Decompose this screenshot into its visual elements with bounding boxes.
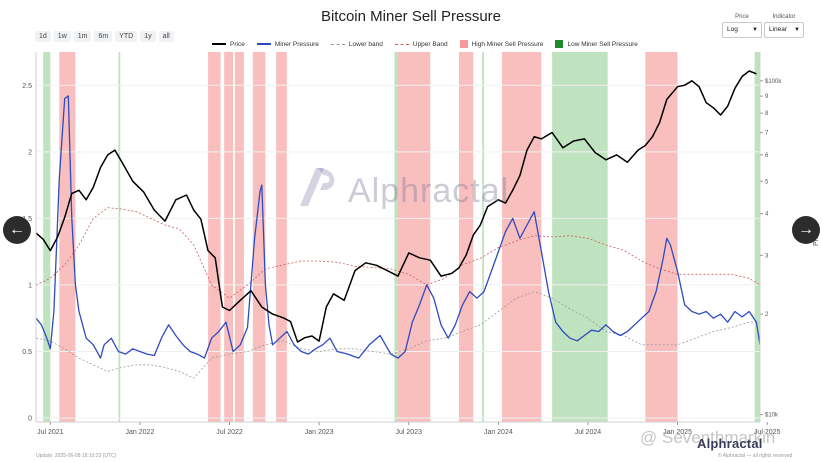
alphractal-logo-icon bbox=[296, 164, 344, 213]
overlay-handle: @ Seventhmarkin bbox=[640, 428, 776, 447]
legend-item-miner-pressure[interactable]: Miner Pressure bbox=[256, 40, 319, 48]
x-tick-label: Jan 2025 bbox=[663, 429, 692, 436]
low-pressure-zone bbox=[394, 52, 398, 422]
high-pressure-zone bbox=[501, 52, 542, 422]
range-1w-button[interactable]: 1w bbox=[53, 31, 71, 42]
indicator-scale-label: Indicator bbox=[772, 14, 796, 20]
high-pressure-zone bbox=[208, 52, 221, 422]
low-pressure-zone bbox=[118, 52, 121, 422]
range-1m-button[interactable]: 1m bbox=[73, 31, 92, 42]
low-pressure-zone bbox=[482, 52, 485, 422]
x-tick-label: Jul 2024 bbox=[575, 429, 602, 436]
x-tick-label: Jul 2022 bbox=[216, 429, 243, 436]
legend-swatch bbox=[555, 40, 564, 48]
x-tick-label: Jul 2025 bbox=[754, 429, 781, 436]
miner-pressure-line bbox=[35, 95, 761, 359]
range-1y-button[interactable]: 1y bbox=[140, 31, 156, 42]
x-tick-label: Jul 2023 bbox=[396, 429, 423, 436]
right-tick-label: 7 bbox=[765, 131, 769, 137]
price-scale-value: Log bbox=[727, 26, 738, 33]
x-tick-label: Jul 2021 bbox=[37, 429, 64, 436]
chart-title: Bitcoin Miner Sell Pressure bbox=[320, 8, 502, 25]
left-tick-label: 1.5 bbox=[22, 216, 32, 223]
price-scale-select[interactable]: Log ▼ bbox=[722, 22, 762, 38]
chevron-down-icon: ▼ bbox=[794, 27, 800, 33]
copyright-text: © Alphractal — all rights reserved bbox=[718, 453, 793, 459]
next-arrow-icon[interactable]: → bbox=[792, 216, 820, 244]
range-all-button[interactable]: all bbox=[158, 31, 174, 42]
chart-legend: Price Miner Pressure Lower band Upper Ba… bbox=[212, 40, 638, 48]
right-tick-label: 6 bbox=[765, 153, 769, 159]
price-scale-label: Price bbox=[735, 14, 749, 20]
range-1d-button[interactable]: 1d bbox=[35, 31, 51, 42]
legend-label: Lower band bbox=[348, 40, 383, 48]
legend-item-lower-band[interactable]: Lower band bbox=[330, 40, 383, 48]
legend-label: Miner Pressure bbox=[274, 40, 319, 48]
update-timestamp: Update: 2025-06-08 18:10:23 (UTC) bbox=[36, 453, 117, 459]
legend-swatch bbox=[212, 43, 226, 45]
indicator-scale-value: Linear bbox=[769, 26, 788, 33]
high-pressure-zone bbox=[398, 52, 431, 422]
high-pressure-zone bbox=[458, 52, 474, 422]
right-tick-label: 5 bbox=[765, 179, 769, 185]
high-pressure-zone bbox=[252, 52, 266, 422]
chevron-down-icon: ▼ bbox=[752, 27, 758, 33]
legend-item-low-pressure[interactable]: Low Miner Sell Pressure bbox=[555, 40, 638, 48]
x-tick-label: Jan 2024 bbox=[484, 429, 513, 436]
brand-logo: Alphractal bbox=[697, 436, 763, 451]
price-scale-control: Price Log ▼ bbox=[722, 14, 762, 38]
legend-swatch bbox=[459, 40, 468, 48]
left-tick-label: 1 bbox=[28, 282, 32, 289]
high-pressure-zone bbox=[645, 52, 678, 422]
left-tick-label: 2.5 bbox=[22, 83, 32, 90]
legend-item-price[interactable]: Price bbox=[212, 41, 245, 48]
watermark-text: Alphractal bbox=[348, 172, 510, 210]
series-layer bbox=[35, 70, 761, 379]
high-pressure-zone bbox=[224, 52, 234, 422]
right-tick-label: 3 bbox=[765, 253, 769, 259]
left-tick-label: 0.5 bbox=[22, 349, 32, 356]
range-6m-button[interactable]: 6m bbox=[94, 31, 113, 42]
high-pressure-zone bbox=[234, 52, 244, 422]
high-pressure-zone bbox=[59, 52, 76, 422]
indicator-scale-select[interactable]: Linear ▼ bbox=[764, 22, 804, 38]
right-tick-label: $100k bbox=[765, 79, 782, 85]
legend-swatch bbox=[394, 43, 409, 45]
range-ytd-button[interactable]: YTD bbox=[115, 31, 138, 42]
low-pressure-zone bbox=[43, 52, 51, 422]
legend-item-upper-band[interactable]: Upper Band bbox=[394, 40, 448, 48]
x-tick-label: Jan 2023 bbox=[305, 429, 334, 436]
right-tick-label: 4 bbox=[765, 212, 769, 218]
indicator-scale-control: Indicator Linear ▼ bbox=[764, 14, 804, 38]
legend-label: High Miner Sell Pressure bbox=[471, 40, 544, 48]
zones-layer bbox=[43, 52, 760, 422]
low-pressure-zone bbox=[754, 52, 760, 422]
legend-label: Low Miner Sell Pressure bbox=[567, 40, 638, 48]
left-tick-label: 2 bbox=[28, 149, 32, 156]
previous-arrow-icon[interactable]: ← bbox=[3, 216, 31, 244]
right-tick-label: 9 bbox=[765, 94, 769, 100]
grid-layer bbox=[36, 84, 760, 419]
range-selector: 1d 1w 1m 6m YTD 1y all bbox=[35, 31, 174, 42]
right-tick-label: 2 bbox=[765, 312, 769, 318]
left-tick-label: 0 bbox=[28, 416, 32, 423]
legend-swatch bbox=[256, 43, 271, 45]
right-tick-label: 8 bbox=[765, 111, 769, 117]
legend-label: Upper Band bbox=[412, 40, 448, 48]
upper-band-line bbox=[35, 207, 761, 299]
axes-layer: 0 0.5 1 1.5 2 2.5 $10k 2 3 4 5 6 7 8 9 $100k Jul 2021 Jan… bbox=[22, 52, 782, 436]
right-tick-label: $10k bbox=[765, 413, 779, 419]
legend-item-high-pressure[interactable]: High Miner Sell Pressure bbox=[459, 40, 544, 48]
x-tick-label: Jan 2022 bbox=[126, 429, 155, 436]
legend-label: Price bbox=[230, 40, 245, 48]
legend-swatch bbox=[330, 43, 345, 45]
high-pressure-zone bbox=[276, 52, 287, 422]
price-line bbox=[35, 70, 757, 343]
